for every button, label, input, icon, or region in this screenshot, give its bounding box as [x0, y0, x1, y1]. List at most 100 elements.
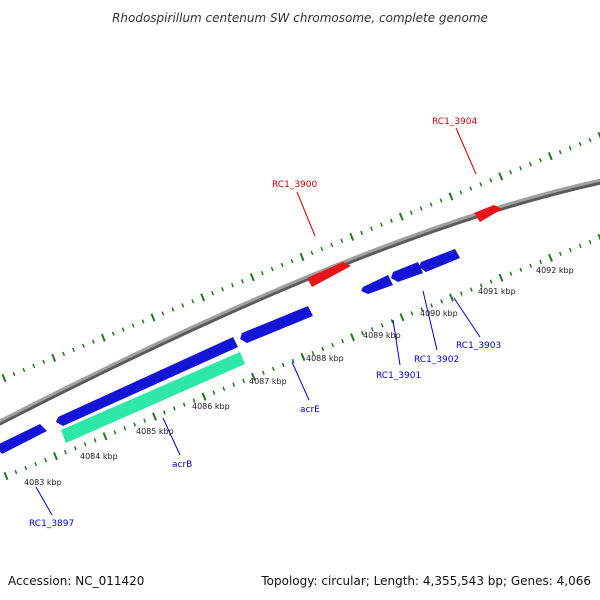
minor-tick [261, 370, 265, 375]
minor-tick [409, 210, 413, 215]
gene-label-acrB: acrB [172, 460, 192, 470]
minor-tick [32, 363, 36, 369]
minor-tick [82, 343, 85, 348]
minor-tick [44, 458, 48, 463]
minor-tick [12, 371, 16, 377]
minor-tick [143, 418, 147, 423]
minor-tick [340, 238, 344, 243]
minor-tick [123, 426, 127, 431]
minor-tick [449, 293, 454, 302]
minor-tick [568, 247, 572, 253]
minor-tick [588, 137, 592, 143]
minor-tick [34, 461, 38, 467]
minor-tick [111, 331, 115, 336]
minor-tick [240, 279, 244, 284]
minor-tick [121, 327, 125, 332]
minor-tick [479, 283, 483, 288]
gene-label-RC1-3902: RC1_3902 [414, 355, 459, 365]
minor-tick [291, 358, 295, 364]
minor-tick [350, 333, 355, 342]
leader-RC1-3903 [453, 297, 481, 338]
tick-label-4091: 4091 kbp [478, 287, 516, 296]
minor-tick [3, 471, 9, 481]
minor-tick [281, 362, 285, 368]
minor-tick [489, 279, 493, 284]
minor-tick [22, 367, 26, 373]
gene-arrow-RC1-3903 [419, 249, 460, 272]
minor-tick [72, 347, 75, 352]
minor-tick [548, 253, 553, 262]
tick-label-4090: 4090 kbp [420, 309, 458, 318]
minor-tick [131, 323, 135, 328]
gene-labels: RC1_3897 acrB acrE RC1_3900 RC1_3901 RC1… [29, 117, 501, 529]
minor-tick [51, 353, 57, 362]
minor-tick [211, 291, 215, 296]
minor-tick [63, 450, 67, 455]
minor-tick [419, 206, 423, 211]
gene-leader-lines [35, 127, 481, 516]
minor-tick [83, 442, 87, 447]
map-title: Rhodospirillum centenum SW chromosome, c… [112, 11, 488, 25]
minor-tick [519, 166, 522, 171]
leader-RC1-3900 [296, 191, 316, 237]
gene-label-acrE: acrE [300, 405, 320, 415]
minor-tick [370, 327, 374, 332]
gene-features [0, 205, 502, 454]
minor-tick [249, 273, 255, 282]
minor-tick [440, 299, 444, 304]
gene-arrow-highlight [61, 352, 245, 443]
tick-label-4092: 4092 kbp [536, 266, 574, 275]
minor-tick [529, 263, 533, 268]
minor-tick [399, 313, 405, 322]
minor-tick [410, 311, 414, 316]
minor-tick [161, 311, 165, 316]
minor-tick [14, 469, 18, 475]
minor-tick [568, 145, 572, 151]
minor-tick [152, 412, 157, 421]
tick-label-4085: 4085 kbp [136, 427, 174, 436]
minor-tick [430, 303, 434, 308]
minor-tick [547, 152, 553, 161]
leader-RC1-3902 [422, 290, 438, 351]
minor-tick [469, 186, 473, 191]
minor-tick [62, 351, 66, 356]
minor-tick [299, 252, 305, 262]
gene-arrow-acrE [240, 306, 313, 343]
minor-tick [171, 307, 175, 312]
tick-label-4089: 4089 kbp [363, 331, 401, 340]
minor-tick [150, 313, 156, 322]
minor-tick [360, 230, 364, 235]
minor-tick [331, 342, 335, 348]
leader-RC1-3901 [392, 319, 401, 366]
gene-arrow-RC1-3900 [307, 262, 351, 287]
minor-tick [232, 382, 236, 387]
minor-tick [162, 410, 166, 415]
minor-tick [380, 222, 383, 227]
minor-tick [113, 430, 117, 435]
gene-label-RC1-3897: RC1_3897 [29, 519, 74, 529]
minor-tick [341, 339, 345, 344]
minor-tick [260, 271, 264, 276]
accession-text: Accession: NC_011420 [8, 574, 144, 588]
minor-tick [181, 303, 185, 308]
minor-tick [398, 212, 404, 221]
tick-label-4084: 4084 kbp [80, 452, 118, 461]
genome-summary-text: Topology: circular; Length: 4,355,543 bp… [260, 574, 591, 588]
backbone-line [0, 178, 600, 423]
minor-tick [141, 319, 145, 324]
minor-tick [100, 333, 106, 342]
minor-tick [133, 422, 137, 427]
minor-tick [360, 331, 364, 336]
minor-tick [380, 323, 384, 328]
minor-ticks-inner [3, 233, 600, 481]
minor-tick [509, 271, 513, 276]
minor-tick [73, 446, 77, 451]
minor-tick [578, 141, 582, 147]
minor-tick [509, 170, 513, 175]
minor-tick [200, 293, 206, 302]
minor-ticks-outer [1, 131, 600, 383]
minor-tick [349, 232, 355, 241]
tick-label-4083: 4083 kbp [24, 478, 62, 487]
minor-tick [271, 366, 275, 372]
gene-label-RC1-3901: RC1_3901 [376, 371, 421, 381]
